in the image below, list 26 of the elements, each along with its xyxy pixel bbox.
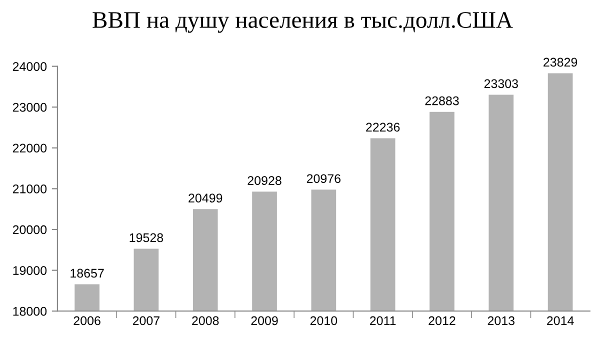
x-tick-label: 2008: [192, 316, 219, 326]
x-tick-label: 2012: [428, 316, 456, 326]
data-label: 20976: [306, 174, 341, 184]
data-label: 18657: [70, 268, 104, 278]
data-label: 20499: [188, 194, 222, 203]
y-tick-label: 18000: [13, 306, 47, 316]
y-tick-label: 24000: [12, 62, 47, 71]
y-tick-label: 20000: [12, 225, 47, 234]
data-label: 23829: [544, 58, 578, 67]
y-tick-label: 23000: [12, 102, 47, 112]
x-tick-label: 2010: [310, 316, 338, 326]
x-tick-label: 2011: [370, 316, 396, 326]
y-tick-label: 21000: [12, 184, 47, 194]
x-tick-label: 2009: [251, 316, 278, 326]
x-tick-label: 2014: [547, 316, 574, 326]
data-label: 22236: [366, 122, 400, 132]
x-tick-label: 2007: [132, 316, 160, 326]
chart-title: ВВП на душу населения в тыс.долл.США: [92, 12, 513, 33]
x-tick-label: 2013: [488, 316, 514, 326]
data-label: 20928: [248, 176, 282, 185]
x-tick-label: 2006: [74, 316, 100, 326]
y-tick-label: 19000: [13, 266, 47, 275]
data-label: 19528: [130, 233, 164, 242]
y-tick-label: 22000: [12, 144, 47, 153]
data-label: 23303: [484, 79, 518, 88]
data-label: 22883: [425, 96, 459, 106]
